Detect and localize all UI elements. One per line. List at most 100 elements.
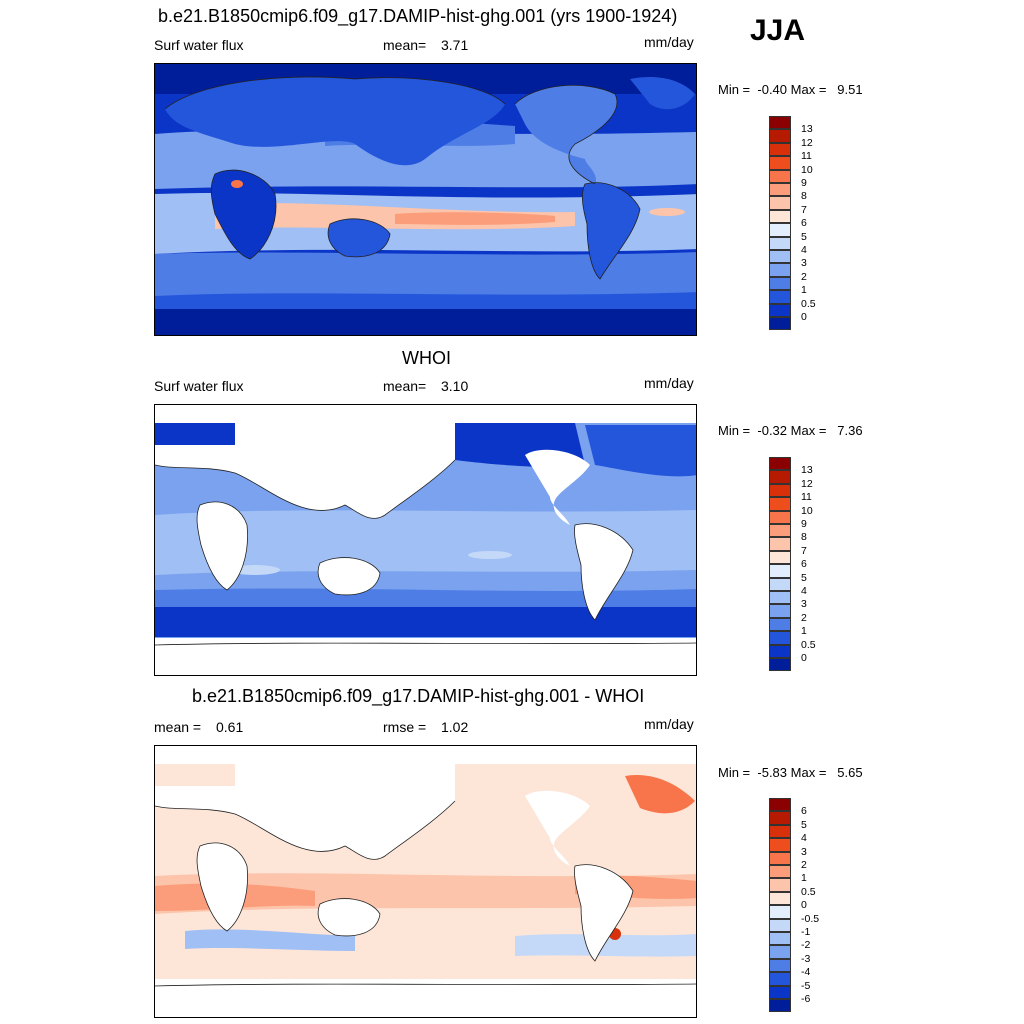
panel-3-map [154,745,697,1018]
panel-1-min-label: Min = [718,82,751,97]
colorbar-swatch [769,129,791,143]
colorbar-swatch [769,604,791,618]
colorbar-tick-label: 13 [801,123,813,136]
panel-2-variable-label: Surf water flux [154,378,244,394]
panel-2-units: mm/day [644,375,694,391]
panel-1-map [154,63,697,336]
panel-1-mean-label: mean= [383,37,427,53]
panel-2-mean-label: mean= [383,378,427,394]
colorbar-swatch [769,183,791,197]
colorbar-swatch [769,223,791,237]
panel-3-rmse-value: 1.02 [441,719,469,735]
colorbar-swatch [769,658,791,672]
colorbar-tick-label: 0 [801,652,807,664]
panel-1-max-value: 9.51 [837,82,863,97]
colorbar-swatch [769,317,791,331]
colorbar-tick-label: 8 [801,190,807,203]
colorbar-tick-label: 6 [801,217,807,230]
colorbar-swatch [769,196,791,210]
season-label: JJA [750,14,806,47]
colorbar-tick-label: 2 [801,270,807,283]
colorbar-swatch [769,798,791,812]
panel-3-minmax: Min = -5.83 Max = 5.65 [718,765,863,780]
colorbar-tick-label: 0.5 [801,638,816,651]
colorbar-tick-label: 5 [801,571,807,584]
colorbar-tick-label: 1 [801,284,807,297]
panel-2-mean-value: 3.10 [441,378,469,394]
colorbar-swatch [769,142,791,157]
colorbar-swatch [769,644,791,658]
colorbar-tick-label: 4 [801,832,807,845]
colorbar-swatch [769,510,791,524]
panel-3-max-label: Max = [790,765,827,780]
panel-1-min-value: -0.40 [757,82,788,97]
colorbar-tick-label: 6 [801,805,807,818]
colorbar-swatch [769,985,791,999]
colorbar-tick-label: 3 [801,598,807,611]
colorbar-swatch [769,209,791,224]
colorbar-tick-label: 1 [801,625,807,638]
colorbar-swatch [769,838,791,852]
panel-1-minmax: Min = -0.40 Max = 9.51 [718,82,863,97]
colorbar-swatch [769,945,791,959]
colorbar-tick-label: 0.5 [801,297,816,310]
colorbar-swatch [769,824,791,839]
colorbar-swatch [769,470,791,484]
colorbar-swatch [769,918,791,932]
colorbar-swatch [769,591,791,605]
colorbar-swatch [769,905,791,919]
colorbar-swatch [769,290,791,304]
colorbar-swatch [769,303,791,317]
colorbar-swatch [769,497,791,511]
colorbar-tick-label: -4 [801,966,811,979]
panel-1-mean-value: 3.71 [441,37,469,53]
colorbar-swatch [769,236,791,250]
panel-3-mean-label: mean = [154,719,202,735]
colorbar-swatch [769,457,791,471]
panel-2-minmax: Min = -0.32 Max = 7.36 [718,423,863,438]
panel-3-min-label: Min = [718,765,751,780]
colorbar-tick-label: -5 [801,979,811,992]
colorbar-tick-label: 10 [801,163,813,176]
colorbar-tick-label: 11 [801,491,812,504]
panel-3-max-value: 5.65 [837,765,863,780]
colorbar-swatch [769,958,791,973]
colorbar-swatch [769,932,791,946]
colorbar-swatch [769,999,791,1013]
colorbar-tick-label: 7 [801,203,807,216]
colorbar-tick-label: 11 [801,150,812,163]
colorbar-swatch [769,972,791,986]
panel-1-title: b.e21.B1850cmip6.f09_g17.DAMIP-hist-ghg.… [158,6,678,26]
panel-2-max-value: 7.36 [837,423,863,438]
panel-1-units: mm/day [644,34,694,50]
colorbar-swatch [769,577,791,591]
colorbar-tick-label: 0 [801,899,807,912]
panel-3-mean-value: 0.61 [216,719,244,735]
panel-1-max-label: Max = [790,82,827,97]
panel-3-title: b.e21.B1850cmip6.f09_g17.DAMIP-hist-ghg.… [192,686,645,706]
colorbar-swatch [769,116,791,130]
colorbar-swatch [769,550,791,565]
colorbar-tick-label: 3 [801,257,807,270]
colorbar-swatch [769,263,791,277]
panel-3-rmse-label: rmse = [383,719,427,735]
colorbar-tick-label: -2 [801,939,811,952]
colorbar-swatch [769,617,791,632]
colorbar-tick-label: 5 [801,818,807,831]
colorbar-tick-label: 7 [801,544,807,557]
colorbar-swatch [769,891,791,906]
colorbar-tick-label: -3 [801,952,811,965]
colorbar-tick-label: 9 [801,518,807,530]
colorbar-swatch [769,524,791,538]
panel-2-title: WHOI [402,348,451,368]
colorbar-swatch [769,865,791,879]
colorbar-swatch [769,250,791,264]
colorbar-swatch [769,564,791,578]
colorbar-swatch [769,537,791,551]
colorbar-tick-label: -6 [801,993,811,1005]
colorbar-tick-label: 6 [801,558,807,571]
colorbar-tick-label: -1 [801,926,811,938]
colorbar-swatch [769,169,791,183]
colorbar-swatch [769,811,791,825]
panel-2-min-label: Min = [718,423,751,438]
